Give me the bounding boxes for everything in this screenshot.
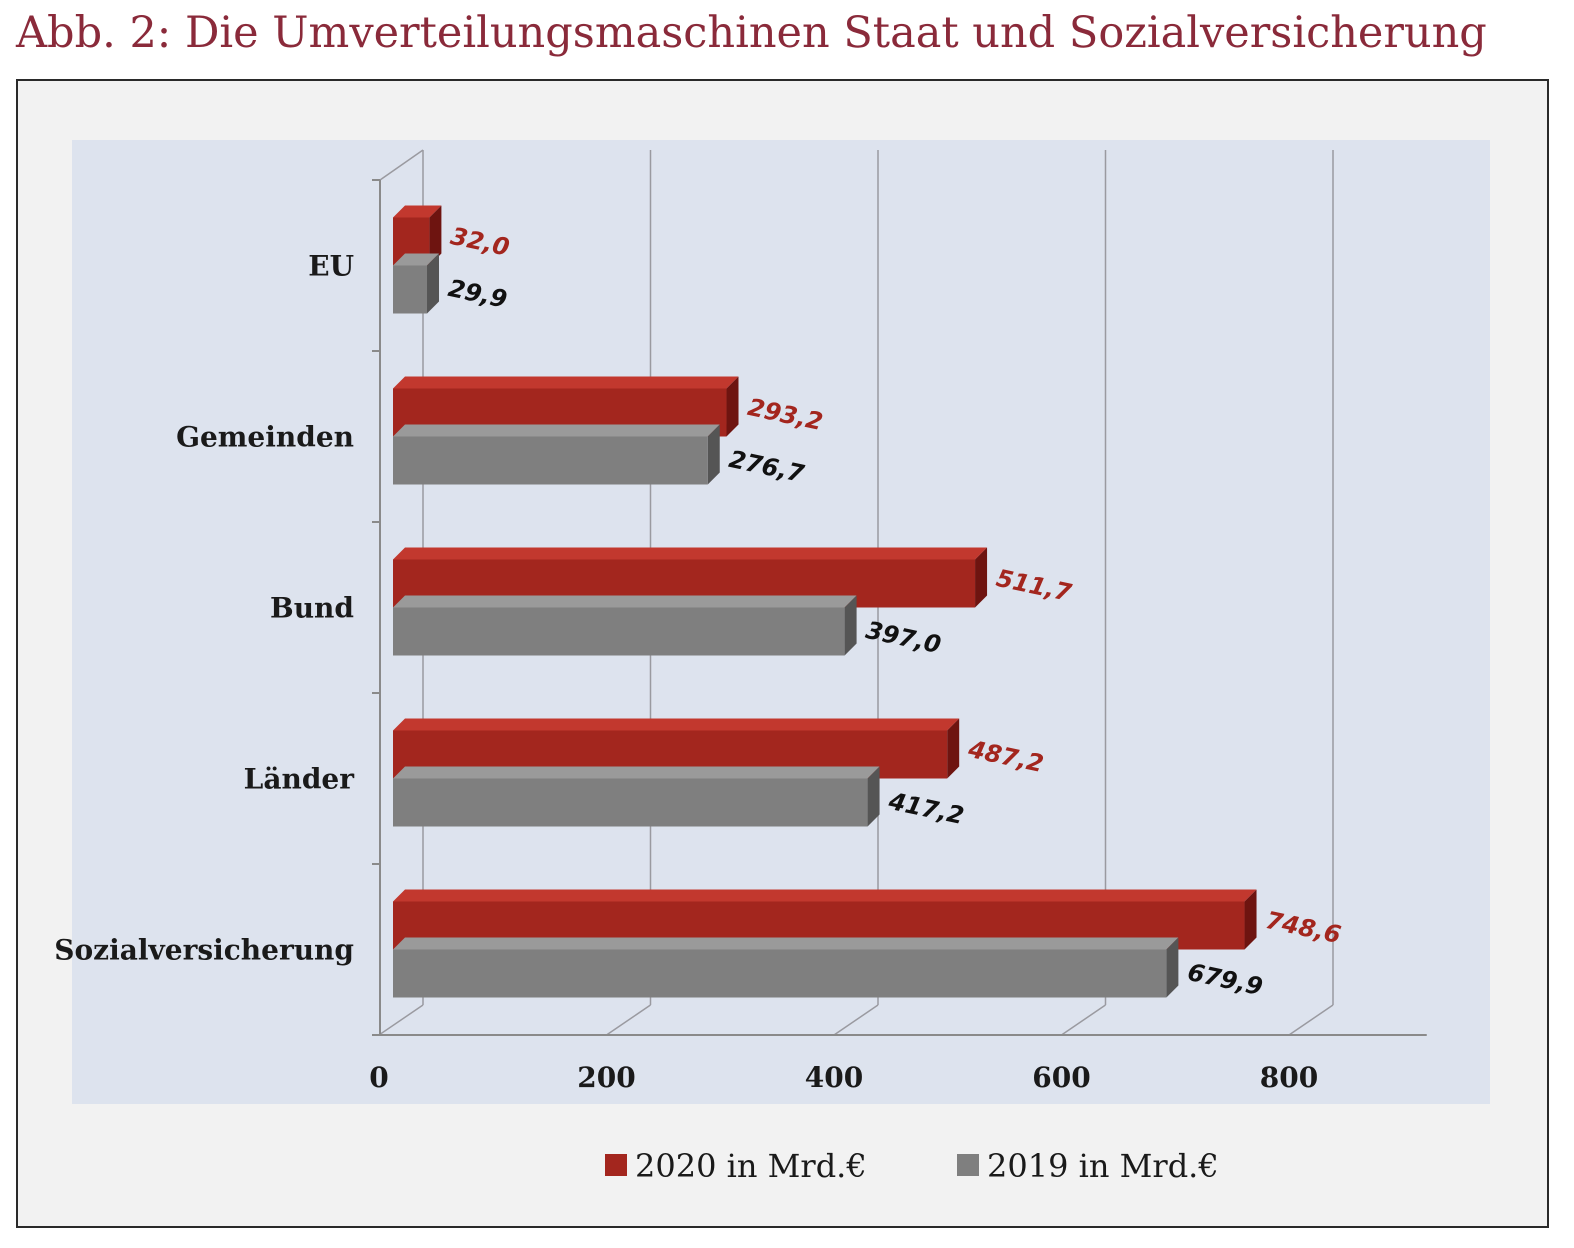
value-label-2019-2: 397,0 xyxy=(863,616,943,659)
legend-label-0: 2020 in Mrd.€ xyxy=(635,1147,867,1185)
bar-side-0-3 xyxy=(947,718,960,779)
bar-top-1-0 xyxy=(393,253,440,266)
x-tick-label-2: 400 xyxy=(805,1061,863,1094)
bar-side-1-0 xyxy=(427,253,440,314)
legend-label-1: 2019 in Mrd.€ xyxy=(987,1147,1219,1185)
x-tick-label-1: 200 xyxy=(577,1061,635,1094)
bar-top-0-3 xyxy=(393,718,960,731)
bar-2019-4 xyxy=(393,949,1167,998)
value-label-2019-3: 417,2 xyxy=(885,787,966,830)
value-label-2020-1: 293,2 xyxy=(745,393,825,436)
value-label-2020-4: 748,6 xyxy=(1263,906,1343,949)
bar-top-1-2 xyxy=(393,595,857,608)
category-label-4: Sozialversicherung xyxy=(54,934,354,967)
x-tick-label-3: 600 xyxy=(1032,1061,1090,1094)
x-tick-label-4: 800 xyxy=(1260,1061,1318,1094)
floor-line-3 xyxy=(1061,1004,1106,1036)
x-tick-label-0: 0 xyxy=(369,1061,388,1094)
bar-top-1-3 xyxy=(393,766,880,779)
bar-top-1-1 xyxy=(393,424,720,437)
bar-top-0-0 xyxy=(393,205,442,218)
bar-side-1-1 xyxy=(707,424,720,485)
value-label-2020-2: 511,7 xyxy=(994,564,1074,607)
value-label-2020-3: 487,2 xyxy=(965,735,1046,778)
bar-top-0-1 xyxy=(393,376,739,389)
floor-line-1 xyxy=(606,1004,651,1036)
value-label-2019-1: 276,7 xyxy=(726,445,806,488)
value-label-2019-4: 679,9 xyxy=(1185,958,1265,1001)
bar-side-0-1 xyxy=(726,376,739,437)
legend-swatch-0 xyxy=(605,1154,627,1176)
wall-edge xyxy=(379,149,424,181)
bar-side-1-3 xyxy=(867,766,880,827)
bar-top-0-4 xyxy=(393,889,1257,902)
bar-2019-2 xyxy=(393,607,845,656)
floor-line-2 xyxy=(833,1004,879,1036)
value-label-2020-0: 32,0 xyxy=(448,222,512,262)
bar-top-0-2 xyxy=(393,547,988,560)
floor-line-0 xyxy=(378,1004,424,1036)
bar-side-0-2 xyxy=(975,547,988,608)
category-label-0: EU xyxy=(308,250,354,283)
bar-2019-3 xyxy=(393,778,868,827)
category-label-1: Gemeinden xyxy=(176,421,354,454)
category-label-3: Länder xyxy=(244,763,356,796)
bar-side-0-4 xyxy=(1244,889,1257,950)
bar-2019-1 xyxy=(393,436,708,485)
value-label-2019-0: 29,9 xyxy=(446,274,510,314)
chart-title: Abb. 2: Die Umverteilungsmaschinen Staat… xyxy=(16,8,1487,58)
bar-side-1-4 xyxy=(1166,937,1179,998)
category-label-2: Bund xyxy=(270,592,354,625)
floor-line-4 xyxy=(1288,1004,1334,1036)
bar-side-0-0 xyxy=(429,205,442,266)
bar-top-1-4 xyxy=(393,937,1179,950)
bar-2019-0 xyxy=(393,265,428,314)
legend-swatch-1 xyxy=(957,1154,979,1176)
bar-side-1-2 xyxy=(844,595,857,656)
